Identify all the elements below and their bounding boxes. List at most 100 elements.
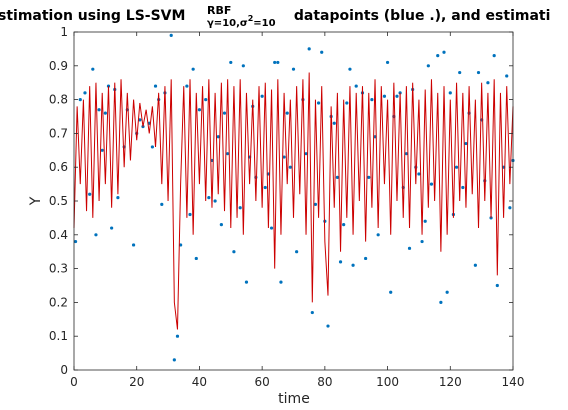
data-point [131,243,136,247]
data-point [417,172,421,176]
x-tick-label: 60 [255,375,270,389]
data-point [282,155,286,159]
data-point [160,202,164,206]
y-tick-label: 0.6 [49,160,68,174]
data-point [313,202,318,206]
data-point [97,108,101,112]
data-point [345,101,349,105]
data-point [439,300,443,304]
title: datapoints (blue .), and estimati [289,8,550,24]
data-point [295,250,299,254]
data-point [194,256,198,261]
data-point [304,152,308,156]
data-point [382,94,387,98]
data-point [103,111,107,115]
y-axis-label: Y [28,196,44,206]
data-point [273,60,277,65]
x-tick-label: 140 [502,375,525,389]
data-point [458,70,462,75]
data-point [91,67,95,71]
data-point [473,263,477,267]
data-point [348,67,352,71]
data-point [385,60,390,65]
data-point [172,358,176,362]
data-point [461,185,465,190]
data-point [342,223,346,227]
data-point [335,175,339,179]
y-tick-label: 0.3 [49,262,68,276]
data-point [495,283,499,288]
data-point [486,81,490,85]
x-tick-label: 120 [439,375,462,389]
y-tick-label: 1 [60,25,68,39]
data-point [332,121,336,125]
data-point [216,135,220,139]
data-point [260,94,264,98]
data-point [389,290,393,294]
data-point [285,111,289,115]
data-point [436,54,440,58]
data-point [454,165,459,169]
title-subscript: γ=10,σ2=10 [207,14,276,29]
data-point [150,145,154,149]
data-point [364,256,368,261]
data-point [116,196,120,200]
data-point [426,64,430,68]
data-point [442,50,446,54]
data-point [175,334,180,338]
data-point [404,152,408,156]
data-point [269,226,274,230]
y-tick-label: 0.9 [49,59,68,73]
data-point [291,67,296,71]
data-point [153,84,158,88]
data-point [232,250,236,254]
data-point [226,152,230,156]
data-point [464,141,468,146]
data-point [213,199,217,203]
data-point [191,67,195,71]
data-point [263,185,267,190]
data-point [207,196,211,200]
data-point [370,98,374,102]
y-tick-label: 0.8 [49,93,68,107]
title-subscript: 2 [248,14,254,23]
y-tick-label: 0.7 [49,126,68,140]
y-tick-label: 0 [60,363,68,377]
data-point [110,226,114,230]
data-point [244,280,249,284]
data-point [197,108,202,112]
data-point [420,239,424,244]
data-point [276,60,280,65]
title-subscript: γ=10,σ [207,18,248,29]
data-point [316,101,321,105]
data-point [238,206,242,210]
data-point [94,233,98,237]
data-point [219,223,223,227]
data-point [204,98,208,102]
y-tick-label: 0.1 [49,329,68,343]
x-axis-label: time [278,391,310,407]
data-point [429,182,434,186]
title-superscript: RBF [207,4,231,17]
data-point [326,324,330,328]
y-tick-label: 0.4 [49,228,68,242]
data-point [307,47,311,51]
data-point [229,60,233,65]
data-point [83,91,87,95]
title: stimation using LS-SVM [0,8,185,24]
data-point [351,263,355,267]
estimate-line [73,72,514,330]
data-point [505,74,509,78]
data-point [320,50,324,54]
data-point [448,91,452,95]
data-point [73,239,78,244]
data-point [78,98,82,102]
data-point [185,84,189,88]
x-tick-label: 40 [192,375,207,389]
data-point [367,175,371,179]
data-point [88,192,92,196]
data-point [395,94,399,98]
data-point [169,33,173,37]
